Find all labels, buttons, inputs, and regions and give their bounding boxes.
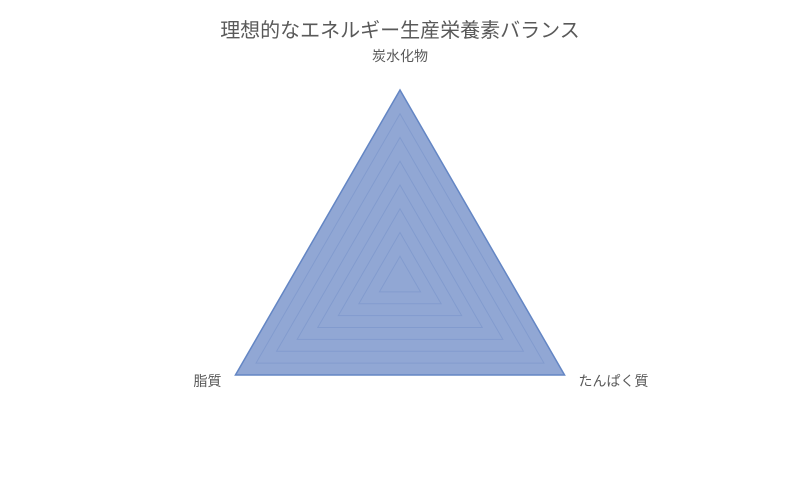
- axis-label: たんぱく質: [579, 371, 649, 391]
- radar-series: [235, 90, 564, 375]
- axis-label: 脂質: [193, 371, 221, 391]
- axis-label: 炭水化物: [372, 46, 428, 66]
- radar-chart-svg: [0, 0, 800, 500]
- radar-chart-container: 理想的なエネルギー生産栄養素バランス 炭水化物たんぱく質脂質: [0, 0, 800, 500]
